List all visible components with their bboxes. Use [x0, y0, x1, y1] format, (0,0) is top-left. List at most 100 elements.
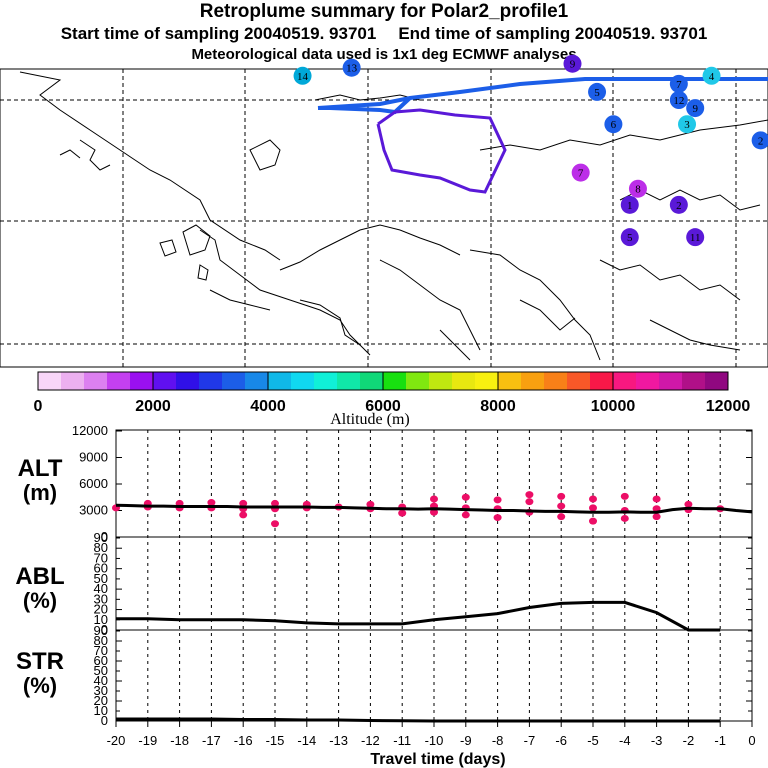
colorbar-cell-25 — [613, 372, 637, 390]
colorbar-cell-22 — [544, 372, 568, 390]
trajectory-path-loop — [376, 108, 507, 194]
colorbar-cell-0 — [38, 372, 62, 390]
xtick-label: -8 — [492, 733, 504, 748]
map-marker-label-3: 5 — [594, 87, 600, 99]
colorbar-cell-15 — [383, 372, 407, 390]
ytick-label: 90 — [94, 623, 108, 638]
xtick-label: -2 — [683, 733, 695, 748]
ytick-label: 20 — [94, 602, 108, 617]
map-marker-6 — [604, 115, 623, 134]
map-marker-2 — [563, 54, 582, 73]
map-marker-label-0: 13 — [346, 63, 358, 75]
str-units: (%) — [23, 673, 57, 698]
colorbar-tick-label-1: 2000 — [135, 398, 171, 415]
xtick-label: -17 — [202, 733, 221, 748]
ytick-label: 0 — [101, 622, 108, 637]
xtick-label: -14 — [297, 733, 316, 748]
alt-marker-41 — [652, 513, 661, 521]
xtick-label: -12 — [361, 733, 380, 748]
end-time-label: End time of sampling 20040519. 93701 — [398, 24, 708, 43]
chart-title: Retroplume summary for Polar2_profile1 — [199, 1, 569, 22]
ytick-label: 50 — [94, 571, 108, 586]
map-marker-label-8: 2 — [758, 135, 764, 147]
ytick-label: 60 — [94, 653, 108, 668]
colorbar-cell-11 — [291, 372, 315, 390]
map-marker-11 — [686, 99, 705, 118]
colorbar-cell-10 — [268, 372, 292, 390]
colorbar-cell-6 — [176, 372, 200, 390]
alt-marker-6 — [207, 499, 216, 507]
alt-marker-12 — [271, 520, 279, 528]
trajectory-path-high — [317, 77, 768, 110]
xtick-label: -11 — [393, 733, 411, 748]
alt-marker-38 — [620, 514, 629, 522]
map-marker-label-4: 12 — [673, 95, 684, 107]
map-marker-7 — [678, 115, 697, 134]
coastlines — [19, 71, 768, 361]
alt-mean-line — [115, 503, 753, 514]
map-marker-0 — [342, 58, 361, 77]
ytick-label: 80 — [94, 540, 108, 555]
map-marker-12 — [669, 74, 688, 93]
colorbar-cell-27 — [659, 372, 683, 390]
ytick-label: 10 — [94, 612, 108, 627]
colorbar-cell-13 — [337, 372, 361, 390]
colorbar-cell-8 — [222, 372, 246, 390]
map-marker-label-1: 14 — [297, 71, 309, 83]
alt-marker-18 — [398, 509, 407, 517]
map-marker-1 — [293, 66, 312, 85]
xtick-label: -5 — [587, 733, 599, 748]
map-marker-label-14: 2 — [676, 200, 682, 212]
alt-marker-35 — [589, 517, 597, 525]
alt-units: (m) — [23, 480, 57, 505]
ytick-label: 80 — [94, 633, 108, 648]
colorbar-cell-1 — [61, 372, 85, 390]
colorbar-tick-label-0: 0 — [34, 398, 43, 415]
xtick-label: -16 — [234, 733, 253, 748]
ytick-label: 0 — [101, 529, 108, 544]
alt-marker-34 — [557, 492, 566, 500]
alt-marker-26 — [493, 514, 502, 522]
map-marker-13 — [620, 195, 639, 214]
ytick-label: 3000 — [79, 503, 108, 518]
colorbar-tick-label-6: 12000 — [706, 398, 751, 415]
colorbar-cell-28 — [682, 372, 706, 390]
map-marker-14 — [669, 195, 688, 214]
alt-marker-45 — [684, 500, 693, 508]
map-panel: 1314951210632104971251187 — [0, 54, 768, 368]
map-marker-10 — [702, 66, 721, 85]
map-marker-4 — [669, 91, 688, 109]
ytick-label: 30 — [94, 683, 108, 698]
colorbar-cell-23 — [567, 372, 591, 390]
colorbar-tick-label-4: 8000 — [480, 398, 516, 415]
colorbar-cell-26 — [636, 372, 660, 390]
sampling-time-line: Start time of sampling 20040519. 93701 En… — [0, 24, 768, 44]
trajectory-path-start — [318, 96, 412, 115]
alt-marker-31 — [525, 491, 534, 499]
map-marker-18 — [571, 163, 590, 182]
map-marker-17 — [628, 179, 647, 198]
ytick-label: 9000 — [79, 450, 108, 465]
map-marker-label-17: 8 — [635, 184, 641, 196]
abl-label: ABL — [15, 563, 64, 590]
ytick-label: 0 — [101, 713, 108, 728]
abl-units: (%) — [23, 588, 57, 613]
str-label: STR — [16, 648, 64, 675]
timeseries-panels: 0300060009000120000204060801030507090020… — [15, 423, 755, 768]
colorbar-cell-17 — [429, 372, 453, 390]
map-marker-label-13: 1 — [627, 200, 633, 212]
map-frame — [0, 68, 768, 368]
alt-marker-36 — [589, 504, 597, 512]
alt-marker-25 — [461, 493, 470, 501]
alt-marker-8 — [239, 499, 248, 507]
alt-marker-43 — [652, 495, 661, 503]
ytick-label: 90 — [94, 530, 108, 545]
abl-line — [116, 600, 721, 632]
alt-marker-33 — [557, 502, 566, 510]
xtick-label: -9 — [460, 733, 472, 748]
alt-marker-40 — [620, 492, 629, 500]
alt-marker-20 — [430, 508, 438, 516]
str-line — [116, 717, 721, 723]
ytick-label: 70 — [94, 643, 108, 658]
